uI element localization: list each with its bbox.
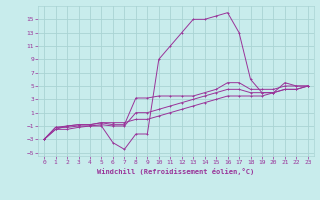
X-axis label: Windchill (Refroidissement éolien,°C): Windchill (Refroidissement éolien,°C)	[97, 168, 255, 175]
